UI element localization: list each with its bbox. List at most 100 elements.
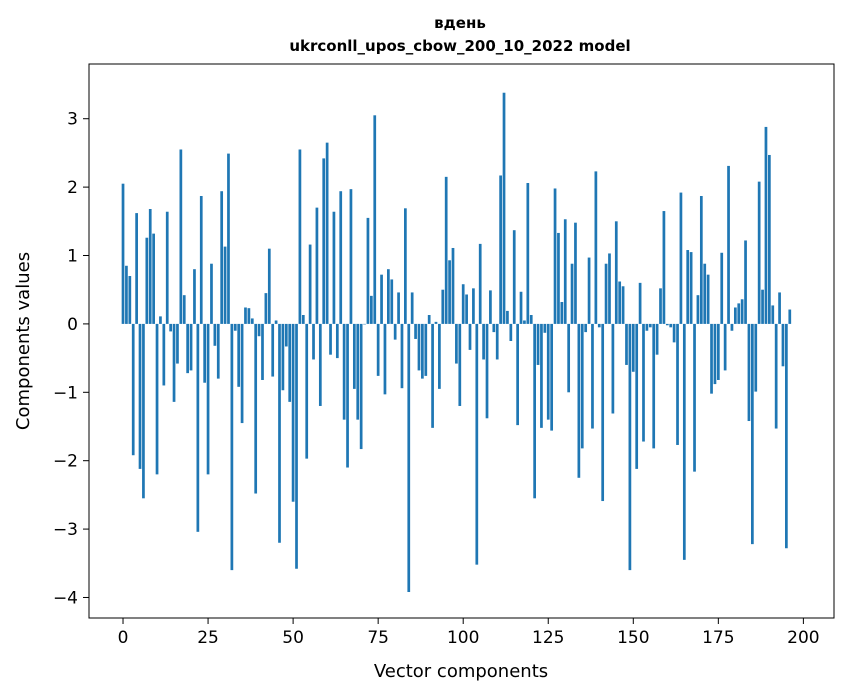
bar-component-140 xyxy=(597,323,601,328)
bar-component-186 xyxy=(754,323,758,392)
x-tick-label: 50 xyxy=(282,628,304,648)
bar-component-183 xyxy=(744,240,747,324)
bar-component-98 xyxy=(455,323,458,364)
bar-component-131 xyxy=(567,323,571,393)
bar-component-86 xyxy=(414,323,417,339)
bar-component-146 xyxy=(618,281,622,324)
bar-component-154 xyxy=(645,323,649,331)
bar-component-48 xyxy=(284,323,288,347)
bar-component-182 xyxy=(740,299,744,324)
bar-component-174 xyxy=(713,323,717,385)
bar-component-128 xyxy=(557,232,560,324)
bar-component-110 xyxy=(495,323,499,360)
bar-component-42 xyxy=(264,293,268,324)
y-axis-ticks: 3 2 1 0 −1 −2 −3 −4 xyxy=(53,110,89,608)
bar-component-14 xyxy=(169,323,172,332)
bar-component-100 xyxy=(461,284,465,324)
bar-component-35 xyxy=(240,323,244,424)
bar-component-123 xyxy=(540,323,543,428)
y-tick-label: 0 xyxy=(67,315,78,335)
bar-component-179 xyxy=(730,323,734,331)
bar-component-34 xyxy=(237,323,241,387)
bar-component-117 xyxy=(519,291,523,324)
bar-component-88 xyxy=(421,323,424,379)
bar-component-75 xyxy=(376,323,380,376)
bar-component-59 xyxy=(322,158,326,324)
bar-component-178 xyxy=(727,165,730,324)
bar-component-161 xyxy=(669,323,673,328)
bar-component-26 xyxy=(210,263,213,324)
bar-component-15 xyxy=(172,323,176,402)
bar-component-124 xyxy=(543,323,547,333)
bar-component-139 xyxy=(594,171,598,324)
x-axis-ticks: 0 25 50 75 100 125 150 175 200 xyxy=(118,618,820,648)
bar-component-1 xyxy=(125,265,128,324)
x-tick-label: 0 xyxy=(118,628,129,648)
bar-component-143 xyxy=(608,253,611,324)
y-tick-label: −1 xyxy=(53,383,78,403)
bar-component-87 xyxy=(417,323,421,371)
bar-component-150 xyxy=(631,323,635,372)
bar-component-170 xyxy=(699,196,703,324)
bar-component-97 xyxy=(451,247,455,324)
bar-component-3 xyxy=(131,323,135,456)
y-tick-label: −3 xyxy=(53,520,78,540)
bar-component-30 xyxy=(223,246,227,324)
bar-component-99 xyxy=(458,323,462,406)
bar-component-134 xyxy=(577,323,581,478)
y-tick-label: 3 xyxy=(67,110,78,130)
bar-component-46 xyxy=(278,323,281,543)
bar-component-27 xyxy=(213,323,217,346)
bar-component-192 xyxy=(774,323,778,429)
x-tick-label: 75 xyxy=(367,628,389,648)
bar-component-166 xyxy=(686,250,690,324)
bar-component-141 xyxy=(601,323,605,502)
bar-component-167 xyxy=(689,252,693,324)
bar-component-142 xyxy=(604,263,608,324)
bar-component-102 xyxy=(468,323,472,350)
x-tick-label: 100 xyxy=(447,628,479,648)
bar-component-187 xyxy=(757,181,761,324)
bar-component-66 xyxy=(346,323,349,468)
bar-component-137 xyxy=(587,257,591,324)
chart-title-line-1: вдень xyxy=(434,14,486,32)
x-tick-label: 175 xyxy=(702,628,734,648)
bar-component-52 xyxy=(298,149,302,324)
bar-component-106 xyxy=(482,323,485,360)
bar-component-84 xyxy=(407,323,411,593)
bar-component-169 xyxy=(696,295,700,324)
bar-component-152 xyxy=(638,282,642,324)
bar-component-191 xyxy=(771,305,775,324)
bar-component-11 xyxy=(159,316,162,324)
bar-component-76 xyxy=(380,274,383,324)
bar-component-45 xyxy=(274,320,278,324)
bar-component-175 xyxy=(716,323,720,380)
bar-component-74 xyxy=(373,115,377,324)
bar-component-7 xyxy=(145,237,149,324)
bar-component-83 xyxy=(404,208,407,324)
bar-component-172 xyxy=(706,274,710,324)
bar-component-40 xyxy=(257,323,261,337)
bar-component-127 xyxy=(553,188,557,324)
bar-component-20 xyxy=(189,323,193,371)
bar-component-24 xyxy=(203,323,207,383)
bar-component-147 xyxy=(621,286,625,324)
bar-component-43 xyxy=(267,248,271,324)
bar-component-108 xyxy=(489,290,492,324)
bar-component-158 xyxy=(659,288,662,324)
bar-component-41 xyxy=(261,323,264,380)
bar-component-61 xyxy=(329,323,332,355)
x-tick-label: 200 xyxy=(787,628,819,648)
bar-component-135 xyxy=(580,323,584,449)
bar-component-25 xyxy=(206,323,210,475)
bar-component-107 xyxy=(485,323,489,419)
bar-component-64 xyxy=(339,191,343,324)
bar-component-53 xyxy=(301,315,305,324)
x-tick-label: 25 xyxy=(197,628,219,648)
bar-component-171 xyxy=(703,263,707,324)
bar-component-67 xyxy=(349,189,353,324)
bar-component-2 xyxy=(128,276,132,324)
bar-component-149 xyxy=(628,323,632,571)
bar-component-115 xyxy=(512,230,516,324)
bar-component-138 xyxy=(591,323,594,429)
